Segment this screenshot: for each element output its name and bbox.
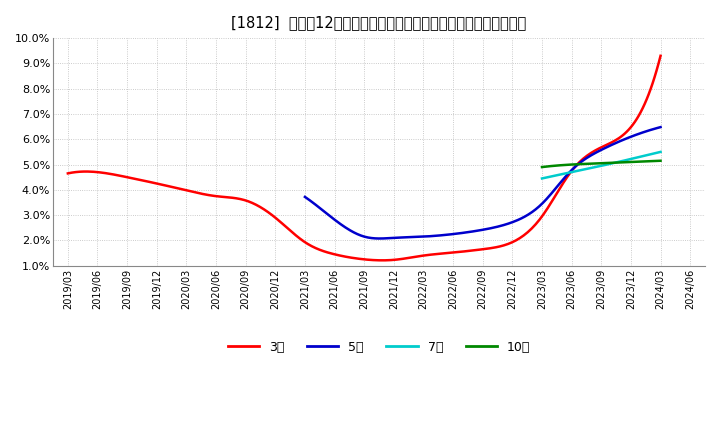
Legend: 3年, 5年, 7年, 10年: 3年, 5年, 7年, 10年 [223,336,535,359]
Title: [1812]  売上高12か月移動合計の対前年同期増減率の平均値の推移: [1812] 売上高12か月移動合計の対前年同期増減率の平均値の推移 [231,15,526,30]
